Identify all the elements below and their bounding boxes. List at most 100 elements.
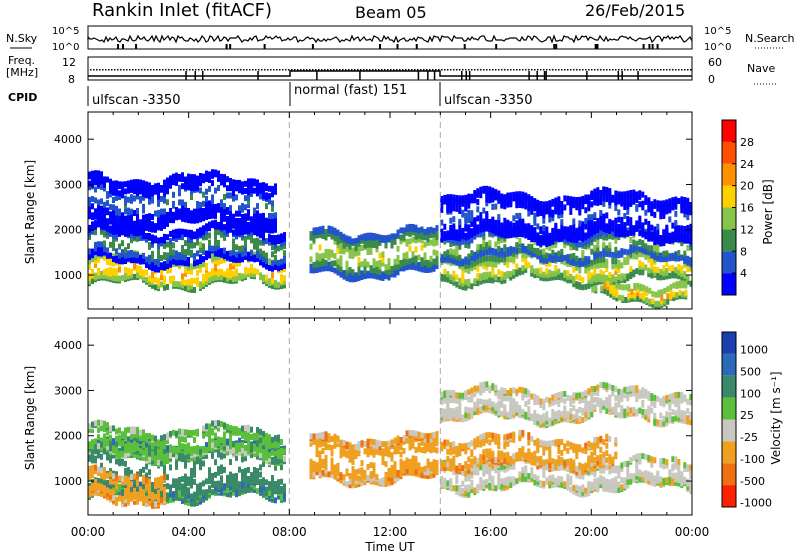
heatmap-cell bbox=[262, 182, 265, 189]
heatmap-cell bbox=[518, 247, 522, 254]
heatmap-cell bbox=[91, 248, 94, 255]
heatmap-cell bbox=[321, 252, 325, 259]
heatmap-cell bbox=[202, 480, 205, 487]
freq-dot bbox=[600, 69, 602, 71]
heatmap-cell bbox=[169, 243, 172, 250]
heatmap-cell bbox=[190, 174, 193, 181]
heatmap-cell bbox=[265, 274, 268, 281]
heatmap-cell bbox=[274, 183, 277, 190]
heatmap-cell bbox=[199, 202, 202, 208]
heatmap-cell bbox=[259, 218, 262, 225]
heatmap-cell bbox=[253, 438, 256, 444]
heatmap-cell bbox=[656, 272, 660, 279]
heatmap-cell bbox=[172, 249, 175, 256]
heatmap-cell bbox=[133, 195, 136, 202]
heatmap-cell bbox=[280, 283, 283, 290]
heatmap-cell bbox=[351, 272, 355, 279]
heatmap-cell bbox=[154, 487, 157, 494]
heatmap-cell bbox=[506, 201, 510, 208]
heatmap-cell bbox=[684, 289, 688, 296]
freq-dot bbox=[216, 69, 218, 71]
heatmap-cell bbox=[641, 239, 645, 246]
heatmap-cell bbox=[608, 245, 612, 252]
heatmap-cell bbox=[545, 252, 549, 259]
heatmap-cell bbox=[181, 257, 184, 264]
heatmap-cell bbox=[414, 237, 418, 244]
heatmap-cell bbox=[369, 248, 373, 255]
heatmap-cell bbox=[470, 261, 474, 268]
heatmap-cell bbox=[211, 201, 214, 208]
heatmap-cell bbox=[333, 253, 337, 260]
heatmap-cell bbox=[115, 205, 118, 212]
heatmap-cell bbox=[115, 214, 118, 221]
heatmap-cell bbox=[512, 250, 516, 257]
heatmap-cell bbox=[97, 256, 100, 263]
heatmap-cell bbox=[554, 202, 558, 209]
heatmap-cell bbox=[139, 233, 142, 240]
heatmap-cell bbox=[175, 491, 178, 497]
heatmap-cell bbox=[121, 192, 124, 199]
heatmap-cell bbox=[109, 259, 112, 266]
heatmap-cell bbox=[187, 487, 190, 494]
heatmap-cell bbox=[196, 277, 199, 284]
heatmap-cell bbox=[446, 194, 450, 201]
heatmap-cell bbox=[665, 255, 669, 262]
heatmap-cell bbox=[121, 217, 124, 224]
freq-dot bbox=[495, 69, 497, 71]
heatmap-cell bbox=[563, 226, 567, 233]
heatmap-cell bbox=[190, 283, 193, 290]
heatmap-cell bbox=[262, 250, 265, 257]
heatmap-cell bbox=[509, 246, 513, 253]
heatmap-cell bbox=[611, 263, 615, 270]
heatmap-cell bbox=[121, 443, 124, 450]
heatmap-cell bbox=[214, 459, 217, 466]
heatmap-cell bbox=[193, 277, 196, 284]
heatmap-cell bbox=[420, 226, 424, 233]
heatmap-cell bbox=[274, 212, 277, 219]
heatmap-cell bbox=[339, 248, 343, 255]
heatmap-cell bbox=[223, 271, 226, 278]
heatmap-cell bbox=[656, 227, 660, 234]
freq-dot bbox=[141, 69, 143, 71]
heatmap-cell bbox=[554, 241, 558, 248]
heatmap-cell bbox=[184, 214, 187, 221]
heatmap-cell bbox=[518, 220, 522, 227]
heatmap-cell bbox=[232, 213, 235, 220]
heatmap-cell bbox=[435, 250, 439, 257]
heatmap-cell bbox=[265, 261, 268, 268]
heatmap-cell bbox=[217, 484, 220, 491]
heatmap-cell bbox=[115, 471, 118, 478]
heatmap-cell bbox=[530, 265, 534, 272]
heatmap-cell bbox=[467, 228, 471, 234]
heatmap-cell bbox=[524, 266, 528, 273]
heatmap-cell bbox=[662, 229, 666, 236]
heatmap-cell bbox=[653, 231, 657, 238]
heatmap-cell bbox=[145, 269, 148, 276]
heatmap-cell bbox=[618, 294, 622, 301]
nave-label: Nave bbox=[747, 62, 775, 75]
heatmap-cell bbox=[136, 270, 139, 277]
heatmap-cell bbox=[488, 260, 492, 267]
heatmap-cell bbox=[524, 252, 528, 259]
heatmap-cell bbox=[109, 256, 112, 263]
heatmap-cell bbox=[458, 238, 462, 245]
heatmap-cell bbox=[357, 266, 361, 272]
heatmap-cell bbox=[611, 251, 615, 258]
heatmap-cell bbox=[244, 213, 247, 220]
freq-dot bbox=[492, 69, 494, 71]
freq-dot bbox=[660, 69, 662, 71]
heatmap-cell bbox=[127, 250, 130, 257]
heatmap-cell bbox=[118, 243, 121, 250]
heatmap-cell bbox=[196, 210, 199, 217]
heatmap-cell bbox=[381, 251, 385, 258]
heatmap-cell bbox=[160, 274, 163, 281]
heatmap-cell bbox=[187, 236, 190, 243]
heatmap-cell bbox=[169, 491, 172, 498]
heatmap-cell bbox=[124, 195, 127, 202]
heatmap-cell bbox=[172, 173, 175, 180]
heatmap-cell bbox=[208, 470, 211, 477]
heatmap-cell bbox=[103, 210, 106, 217]
freq-dot bbox=[645, 69, 647, 71]
heatmap-cell bbox=[488, 186, 492, 193]
heatmap-cell bbox=[241, 214, 244, 220]
